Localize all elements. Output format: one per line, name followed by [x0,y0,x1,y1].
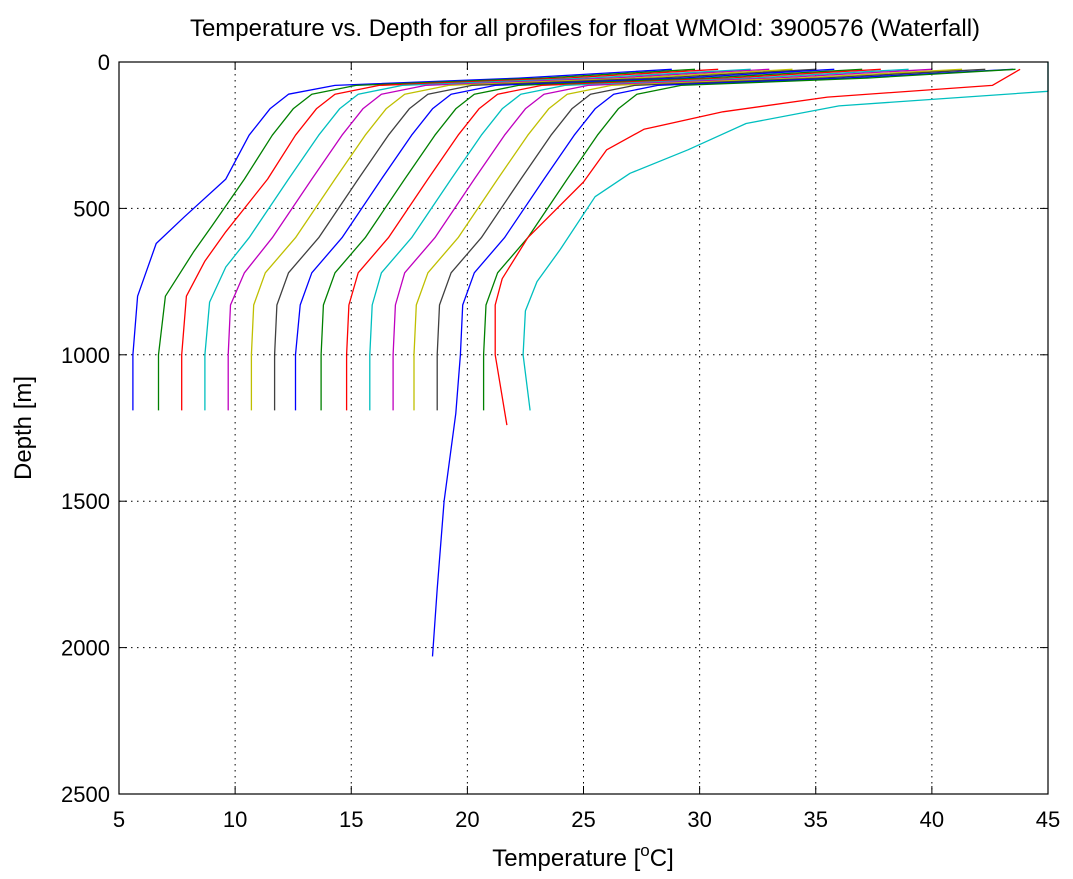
profile-line-11 [369,68,909,411]
x-axis-label: Temperature [oC] [492,841,674,872]
profile-line-7 [273,68,816,411]
profile-line-6 [250,68,793,411]
profile-line-5 [227,68,770,411]
y-tick-label: 1000 [61,343,110,368]
profile-line-4 [204,68,751,411]
profile-line-3 [181,68,719,411]
y-tick-label: 2500 [61,782,110,807]
x-tick-labels: 5 10 15 20 25 30 35 40 45 [113,807,1060,832]
profile-line-12 [392,68,932,411]
x-tick-label: 35 [804,807,828,832]
profile-line-18 [522,62,1049,411]
series-lines [132,62,1049,657]
profile-line-13 [413,68,963,411]
axis-ticks [118,61,1049,795]
x-tick-label: 15 [339,807,363,832]
grid-lines [119,62,1048,794]
x-axis-label-main: Temperature [ [492,845,640,872]
x-tick-label: 20 [455,807,479,832]
x-tick-label: 10 [223,807,247,832]
x-tick-label: 40 [920,807,944,832]
y-tick-label: 1500 [61,489,110,514]
x-axis-label-tail: C] [650,845,674,872]
x-tick-label: 30 [687,807,711,832]
y-tick-labels: 0 500 1000 1500 2000 2500 [61,50,110,807]
profile-line-9 [320,68,863,411]
chart-title: Temperature vs. Depth for all profiles f… [190,15,980,42]
x-tick-label: 5 [113,807,125,832]
profile-line-16 [482,68,1016,411]
y-axis-label: Depth [m] [10,376,37,480]
profile-line-2 [157,68,696,411]
profile-line-17 [494,68,1021,426]
profile-line-8 [294,68,835,411]
x-tick-label: 45 [1036,807,1060,832]
profile-line-10 [345,68,881,411]
y-tick-label: 2000 [61,636,110,661]
y-tick-label: 500 [73,196,110,221]
y-tick-label: 0 [98,50,110,75]
profile-line-14 [436,68,986,411]
profile-line-1 [132,68,672,411]
x-axis-label-superscript: o [640,841,649,860]
x-tick-label: 25 [571,807,595,832]
profile-line-15 [431,68,1014,657]
